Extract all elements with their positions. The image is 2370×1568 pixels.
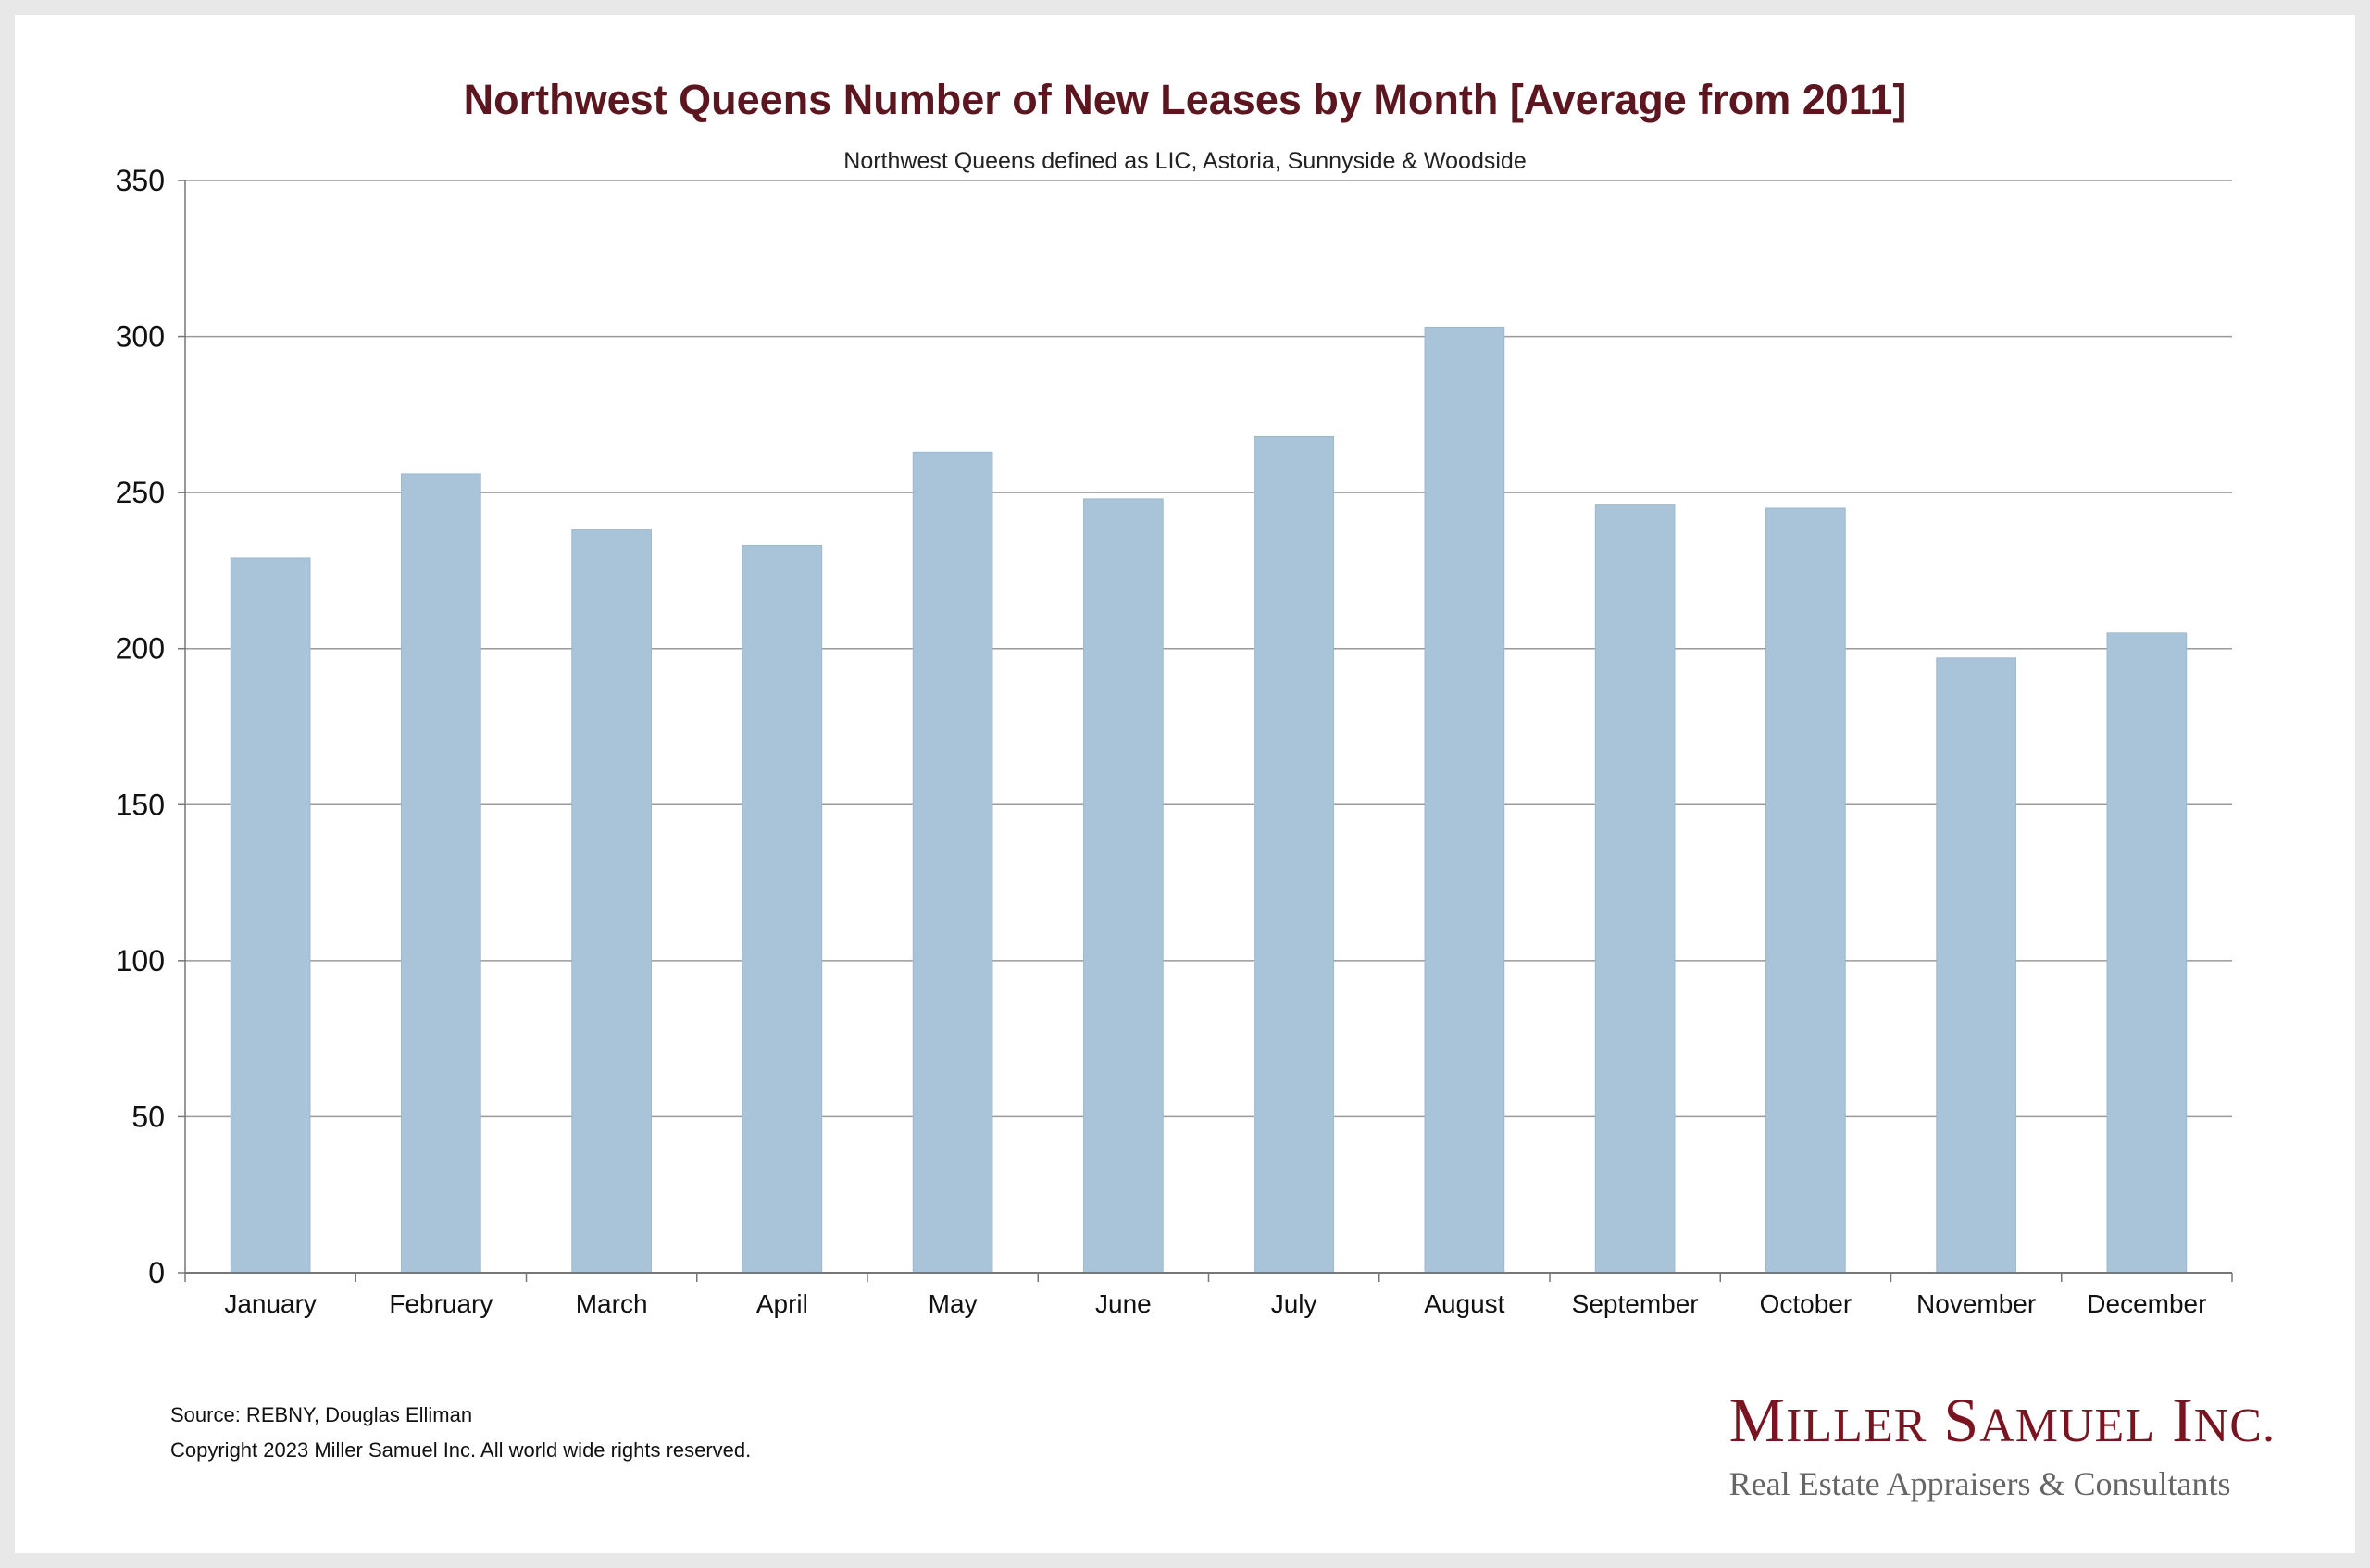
y-tick-label: 200 [116,632,165,666]
bar-august [1424,326,1505,1274]
y-tick-label: 300 [116,320,165,354]
bar-june [1083,498,1164,1274]
brand-logo: MILLER SAMUEL INC. Real Estate Appraiser… [1729,1388,2276,1503]
bar-may [912,451,993,1274]
x-tick-label: December [2087,1289,2206,1318]
x-tick-label: June [1095,1289,1152,1318]
x-tick-label: January [224,1289,317,1318]
brand-tagline: Real Estate Appraisers & Consultants [1728,1465,2231,1502]
y-tick-label: 250 [116,476,165,509]
brand-name: MILLER SAMUEL INC. [1728,1385,2276,1455]
y-tick-label: 350 [116,164,165,197]
y-tick-label: 150 [116,788,165,821]
bar-chart: 0 50 100 150 200 250 300 350 January February Marc… [116,164,2233,1318]
y-tick-label: 0 [148,1256,165,1289]
bar-april [742,544,823,1274]
bar-december [2106,632,2188,1274]
x-tick-label: May [929,1289,978,1318]
x-tick-label: July [1271,1289,1317,1318]
bar-september [1594,504,1676,1274]
y-tick-label: 100 [116,944,165,977]
x-tick-label: April [756,1289,808,1318]
chart-card: Northwest Queens Number of New Leases by… [15,15,2355,1553]
chart-subtitle: Northwest Queens defined as LIC, Astoria… [843,148,1527,174]
chart-title: Northwest Queens Number of New Leases by… [463,76,1907,123]
copyright-note: Copyright 2023 Miller Samuel Inc. All wo… [170,1438,752,1462]
x-tick-label: March [576,1289,648,1318]
x-tick-label: October [1760,1289,1852,1318]
bar-february [401,473,481,1274]
y-tick-label: 50 [131,1100,165,1133]
bar-march [571,529,652,1274]
x-tick-label: August [1424,1289,1504,1318]
bar-october [1765,507,1846,1274]
x-tick-label: November [1916,1289,2036,1318]
source-note: Source: REBNY, Douglas Elliman [170,1403,473,1426]
x-tick-label: February [389,1289,493,1318]
x-tick-label: September [1572,1289,1699,1318]
bar-july [1254,435,1334,1274]
bar-january [230,557,311,1274]
bar-november [1936,657,2016,1274]
